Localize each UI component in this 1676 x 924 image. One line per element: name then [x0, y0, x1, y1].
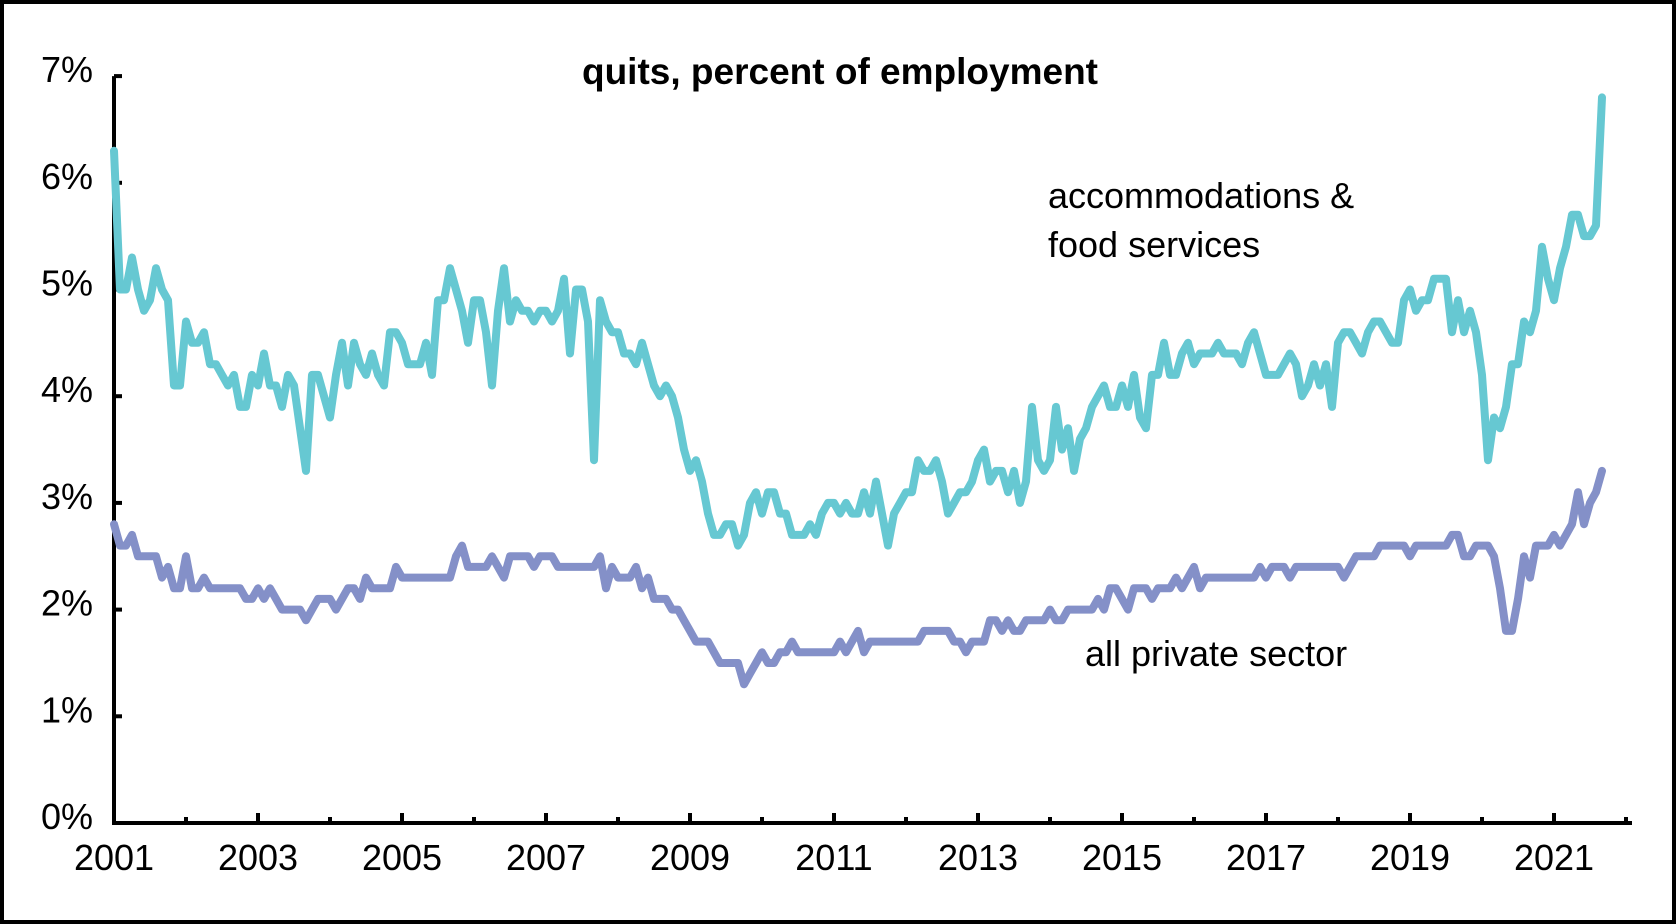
- y-tick-label: 2%: [41, 583, 93, 624]
- series-label-accommodations-line1: accommodations &: [1048, 175, 1354, 216]
- chart-title: quits, percent of employment: [582, 51, 1098, 92]
- y-tick-label: 4%: [41, 369, 93, 410]
- series-line-all-private: [110, 466, 1606, 689]
- y-tick-label: 7%: [41, 49, 93, 90]
- series-label-accommodations-line2: food services: [1048, 224, 1260, 265]
- series-layer: [110, 93, 1606, 689]
- x-tick-label: 2019: [1370, 837, 1450, 878]
- x-tick-label: 2003: [218, 837, 298, 878]
- x-tick-label: 2017: [1226, 837, 1306, 878]
- y-tick-label: 6%: [41, 156, 93, 197]
- series-line-accommodations-food: [110, 93, 1606, 550]
- y-tick-label: 5%: [41, 263, 93, 304]
- y-tick-label: 3%: [41, 476, 93, 517]
- x-tick-label: 2011: [795, 837, 872, 878]
- x-tick-label: 2015: [1082, 837, 1162, 878]
- x-tick-label: 2021: [1514, 837, 1594, 878]
- x-tick-label: 2013: [938, 837, 1018, 878]
- y-tick-label: 0%: [41, 796, 93, 837]
- x-tick-label: 2005: [362, 837, 442, 878]
- x-tick-label: 2007: [506, 837, 586, 878]
- y-axis: 0% 1% 2% 3% 4% 5% 6% 7%: [41, 49, 122, 837]
- x-axis: 2001 2003 2005 2007 2009 2011 2013 2015 2017 2019…: [74, 813, 1632, 878]
- x-tick-label: 2009: [650, 837, 730, 878]
- x-tick-label: 2001: [74, 837, 154, 878]
- y-tick-label: 1%: [41, 689, 93, 730]
- series-label-all-private: all private sector: [1085, 633, 1347, 674]
